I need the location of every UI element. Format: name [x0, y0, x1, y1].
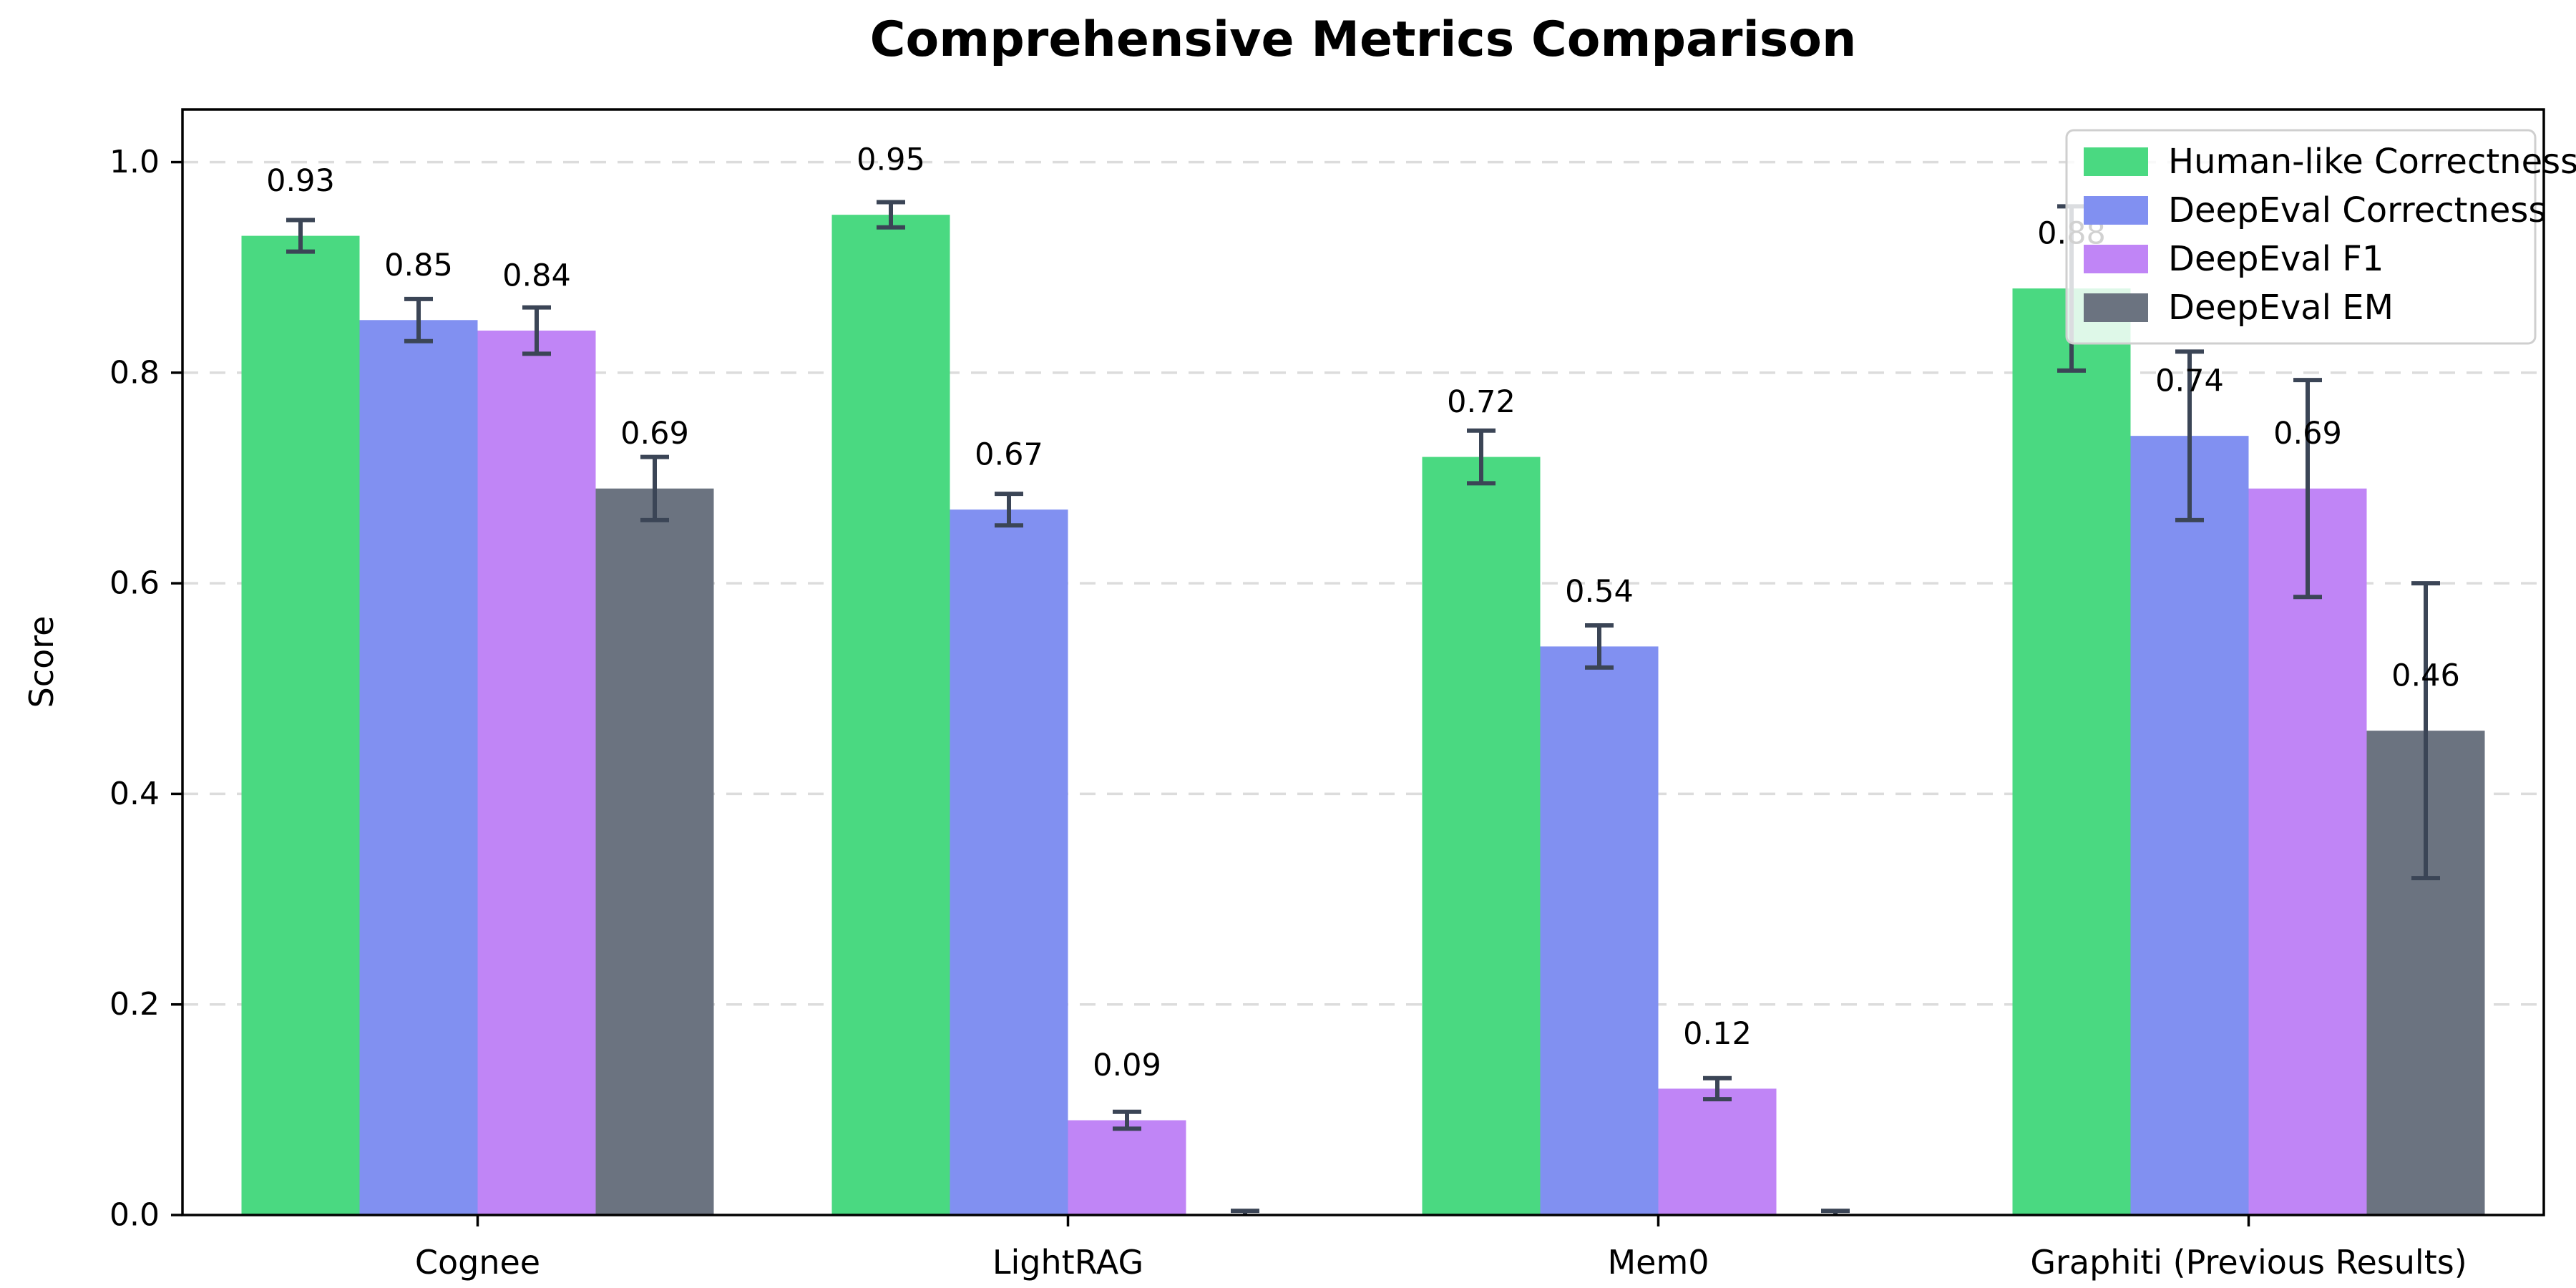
legend-label: DeepEval Correctness: [2168, 190, 2546, 230]
bar-value-label: 0.69: [620, 416, 689, 452]
y-tick-label: 0.0: [109, 1197, 160, 1234]
x-tick-label: Graphiti (Previous Results): [2030, 1243, 2467, 1282]
legend: [2065, 129, 2537, 345]
bar: [477, 331, 596, 1215]
legend-swatch: [2084, 196, 2148, 225]
bar: [1658, 1088, 1777, 1215]
bar-value-label: 0.09: [1093, 1048, 1161, 1083]
bar-value-label: 0.69: [2273, 416, 2342, 452]
bar-value-label: 0.72: [1447, 384, 1516, 420]
y-tick-label: 0.4: [109, 776, 160, 812]
bar: [241, 235, 360, 1216]
bar-value-label: 0.67: [975, 437, 1043, 473]
bar: [950, 509, 1068, 1215]
bar-value-label: 0.12: [1683, 1016, 1752, 1052]
y-tick-label: 0.2: [109, 986, 160, 1023]
bar: [595, 488, 714, 1215]
bar-value-label: 0.95: [857, 142, 925, 178]
bar: [1422, 457, 1541, 1215]
bar-value-label: 0.85: [384, 248, 453, 283]
bar: [2130, 436, 2249, 1216]
x-tick-label: Cognee: [415, 1243, 540, 1282]
bar: [1068, 1120, 1186, 1215]
bar-value-label: 0.74: [2155, 364, 2224, 399]
axes-frame: [181, 108, 2545, 1216]
bar: [359, 320, 478, 1216]
x-tick-label: LightRAG: [992, 1243, 1143, 1282]
y-tick-label: 0.8: [109, 354, 160, 391]
bar: [2248, 488, 2367, 1215]
x-tick-label: Mem0: [1607, 1243, 1709, 1282]
legend-label: DeepEval F1: [2168, 239, 2384, 279]
legend-swatch: [2084, 147, 2148, 176]
chart-title: Comprehensive Metrics Comparison: [869, 11, 1857, 68]
y-tick-label: 0.6: [109, 565, 160, 602]
bar-value-label: 0.46: [2391, 658, 2460, 694]
legend-swatch: [2084, 245, 2148, 273]
bar-value-label: 0.84: [502, 258, 571, 293]
bar: [831, 215, 950, 1216]
legend-label: Human-like Correctness: [2168, 142, 2576, 182]
legend-label: DeepEval EM: [2168, 288, 2394, 328]
bar: [1540, 646, 1659, 1215]
bar-value-label: 0.54: [1565, 574, 1634, 610]
legend-swatch: [2084, 293, 2148, 322]
bar-value-label: 0.93: [266, 163, 335, 199]
y-tick-label: 1.0: [109, 144, 160, 180]
bar: [2012, 288, 2131, 1216]
